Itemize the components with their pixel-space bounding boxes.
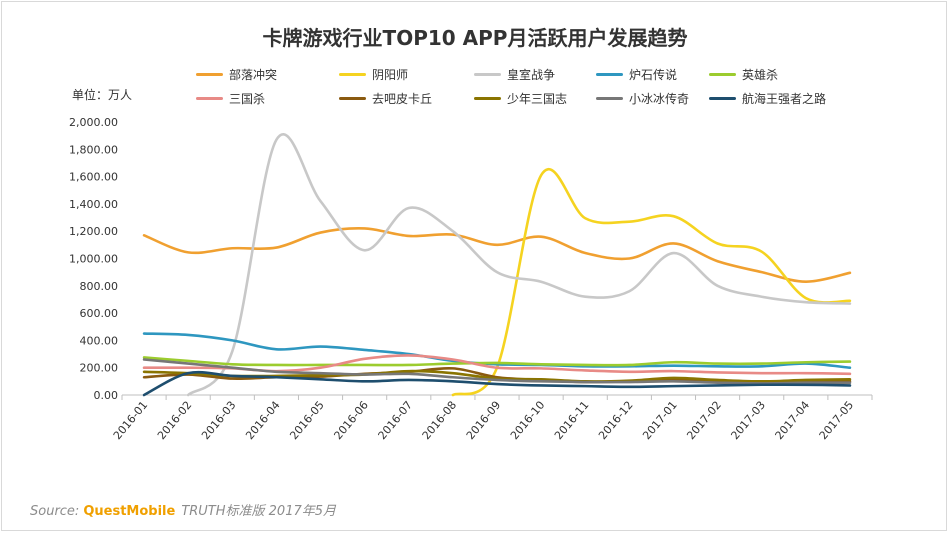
legend-item: 皇室战争 [474,66,555,83]
legend-label: 皇室战争 [507,68,556,82]
legend-swatch [339,73,366,76]
legend-item: 去吧皮卡丘 [339,90,432,107]
legend-label: 炉石传说 [629,68,678,82]
legend-swatch [339,97,366,100]
x-tick-label: 2016-11 [552,399,592,443]
legend-label: 英雄杀 [742,68,779,82]
x-tick-label: 2016-04 [243,399,283,443]
legend-item: 小冰冰传奇 [596,90,689,107]
series-line-4 [142,356,852,367]
source-prefix: Source: [30,504,80,519]
legend-item: 少年三国志 [474,90,567,107]
legend-swatch [596,73,623,76]
y-tick-label: 2,000.00 [69,116,118,129]
x-tick-label: 2016-09 [464,399,504,443]
legend-label: 去吧皮卡丘 [372,92,433,106]
y-tick-label: 1,800.00 [69,143,118,156]
y-tick-label: 1,000.00 [69,253,118,266]
legend-label: 少年三国志 [507,92,568,106]
chart-title: 卡牌游戏行业TOP10 APP月活跃用户发展趋势 [262,26,688,50]
legend-swatch [596,97,623,100]
series-line-2 [186,133,852,397]
y-tick-label: 1,200.00 [69,225,118,238]
legend-swatch [196,97,223,100]
source-note: Source: QuestMobile TRUTH标准版 2017年5月 [30,500,336,519]
y-tick-label: 200.00 [80,362,119,375]
x-tick-label: 2016-03 [199,399,239,443]
source-brand: QuestMobile [83,504,176,519]
legend-label: 部落冲突 [229,68,278,82]
legend-swatch [709,97,736,100]
x-tick-label: 2016-02 [155,399,195,443]
x-tick-label: 2016-05 [287,399,327,443]
series-line-9 [142,370,852,397]
legend-label: 三国杀 [229,92,266,106]
y-tick-label: 0.00 [94,389,119,402]
series-line-0 [142,227,852,284]
x-tick-label: 2016-10 [508,399,548,443]
series-line-1 [451,167,852,397]
legend-swatch [709,73,736,76]
x-tick-label: 2016-07 [376,399,416,443]
legend-item: 部落冲突 [196,66,277,83]
legend-swatch [474,73,501,76]
legend-swatch [196,73,223,76]
unit-label: 单位：万人 [72,88,133,102]
legend-label: 小冰冰传奇 [629,92,690,106]
y-tick-label: 1,400.00 [69,198,118,211]
legend-swatch [474,97,501,100]
x-tick-label: 2016-12 [596,399,636,443]
x-tick-label: 2017-04 [773,399,813,443]
legend-item: 航海王强者之路 [709,90,826,107]
x-tick-label: 2017-01 [640,399,680,443]
legend-label: 航海王强者之路 [742,92,827,106]
y-tick-label: 600.00 [80,307,119,320]
legend-item: 三国杀 [196,90,265,107]
legend-item: 炉石传说 [596,66,677,83]
x-tick-label: 2017-05 [817,399,857,443]
legend-label: 阴阳师 [372,68,409,82]
series-lines [142,133,852,397]
source-rest: TRUTH标准版 2017年5月 [181,504,337,519]
series-line-8 [142,358,852,385]
series-line-3 [142,332,852,369]
x-tick-label: 2017-03 [728,399,768,443]
x-tick-label: 2016-08 [420,399,460,443]
legend-item: 英雄杀 [709,66,778,83]
y-tick-label: 1,600.00 [69,171,118,184]
y-tick-label: 800.00 [80,280,119,293]
x-tick-label: 2016-06 [331,399,371,443]
x-tick-label: 2017-02 [684,399,724,443]
y-tick-label: 400.00 [80,334,119,347]
x-tick-label: 2016-01 [111,399,151,443]
legend-item: 阴阳师 [339,66,408,83]
